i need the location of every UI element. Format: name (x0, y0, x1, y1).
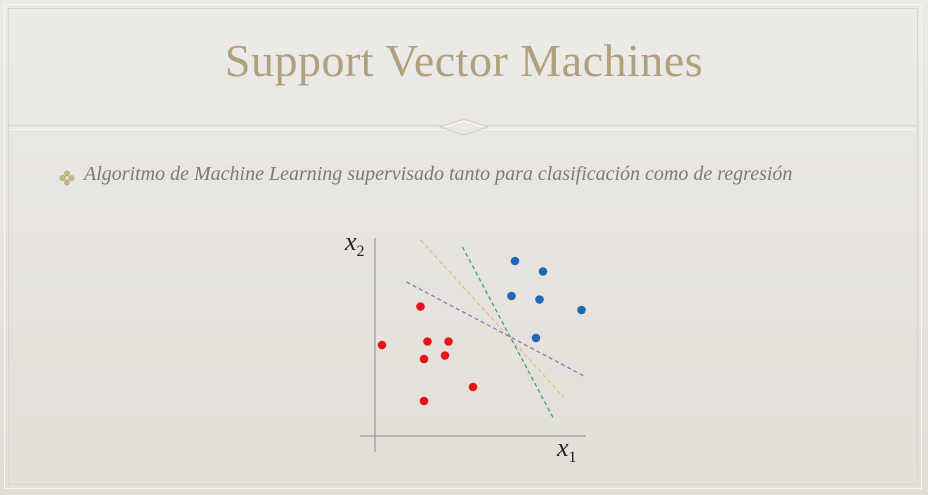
red-point-1 (416, 302, 425, 311)
diamond-ornament-icon (438, 118, 490, 136)
red-point-8 (468, 382, 478, 392)
flower-bullet-icon (59, 170, 75, 186)
y-axis-subscript: 2 (357, 243, 365, 260)
x-axis-subscript: 1 (569, 449, 577, 466)
blue-point-4 (535, 295, 544, 304)
separator-line-2 (461, 246, 555, 419)
title-ornament (438, 118, 490, 136)
slide-frame-outer (4, 4, 922, 489)
separator-line-1 (420, 239, 565, 398)
data-points (377, 256, 586, 406)
blue-point-5 (577, 305, 586, 315)
red-point-7 (419, 396, 429, 406)
blue-point-6 (531, 333, 541, 343)
blue-point-1 (510, 256, 520, 266)
separator-lines (406, 239, 586, 419)
red-point-5 (419, 354, 429, 364)
red-point-4 (444, 337, 453, 346)
red-point-6 (440, 351, 450, 360)
blue-point-2 (538, 267, 548, 276)
y-axis-label: x2 (344, 227, 365, 260)
x-axis-label: x1 (556, 433, 577, 466)
bullet-text: Algoritmo de Machine Learning supervisad… (84, 163, 793, 185)
blue-point-3 (507, 291, 516, 301)
y-axis-letter: x (344, 227, 357, 256)
red-point-2 (377, 340, 387, 350)
x-axis-letter: x (556, 433, 569, 462)
separator-line-3 (406, 281, 586, 378)
slide-title: Support Vector Machines (224, 35, 704, 86)
red-point-3 (423, 337, 432, 346)
